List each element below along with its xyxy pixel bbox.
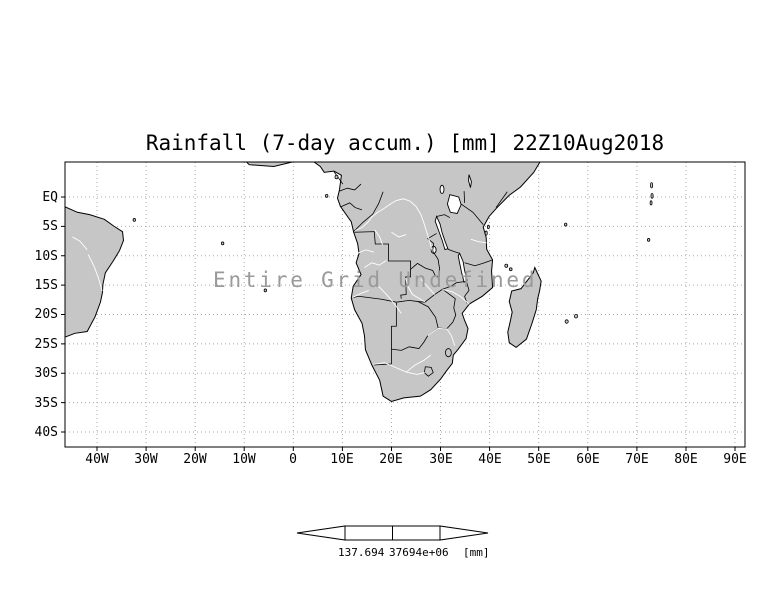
colorbar-units-label: [mm]	[463, 546, 490, 559]
plot-title: Rainfall (7-day accum.) [mm] 22Z10Aug201…	[145, 131, 665, 155]
colorbar-right-arrow	[439, 525, 489, 541]
lake-albert	[440, 185, 444, 193]
x-axis-label-40e: 40E	[478, 452, 502, 467]
axis-tick-marks	[61, 196, 736, 451]
island-sao-tome	[325, 194, 327, 197]
map-frame	[64, 161, 746, 448]
island-maldives-3	[650, 201, 652, 205]
island-chagos	[647, 238, 649, 241]
y-axis-label-eq: EQ	[42, 190, 58, 205]
y-axis-label-5s: 5S	[42, 219, 58, 234]
madagascar-landmass	[508, 268, 541, 348]
x-axis-label-30w: 30W	[134, 452, 158, 467]
y-axis-label-30s: 30S	[34, 366, 58, 381]
lake-malawi	[458, 253, 467, 282]
africa-landmass	[230, 162, 564, 401]
colorbar-segment-2	[392, 525, 441, 541]
island-pemba	[487, 225, 489, 229]
colorbar-segment-1	[344, 525, 393, 541]
island-st-helena	[264, 289, 266, 292]
x-axis-label-0: 0	[289, 452, 297, 467]
island-maldives-1	[650, 183, 652, 188]
x-axis-label-30e: 30E	[429, 452, 453, 467]
island-mauritius	[574, 315, 577, 319]
lakes	[431, 175, 471, 283]
colorbar-tick-label-1: 137.694	[338, 546, 385, 559]
lake-turkana	[469, 175, 472, 188]
colorbar-left-arrow	[296, 525, 346, 541]
y-axis-label-40s: 40S	[34, 425, 58, 440]
map-layer	[65, 162, 653, 401]
island-maldives-2	[651, 193, 653, 198]
x-axis-label-70e: 70E	[625, 452, 649, 467]
y-axis-label-25s: 25S	[34, 337, 58, 352]
island-seychelles	[564, 223, 566, 226]
lake-victoria	[447, 195, 461, 214]
y-axis-label-15s: 15S	[34, 278, 58, 293]
map-svg	[61, 161, 746, 451]
island-bioko	[335, 175, 338, 179]
x-axis-label-40w: 40W	[85, 452, 109, 467]
island-noronha	[133, 218, 135, 221]
colorbar-tick-label-2: 37694e+06	[389, 546, 449, 559]
x-axis-label-20w: 20W	[183, 452, 207, 467]
x-axis-label-50e: 50E	[527, 452, 551, 467]
islands	[133, 175, 653, 323]
x-axis-label-60e: 60E	[576, 452, 600, 467]
x-axis-label-20e: 20E	[379, 452, 403, 467]
island-comoros-2	[509, 268, 512, 271]
colorbar	[296, 525, 489, 541]
island-zanzibar	[485, 231, 487, 235]
y-axis-label-10s: 10S	[34, 249, 58, 264]
x-axis-label-90e: 90E	[723, 452, 747, 467]
x-axis-label-10e: 10E	[330, 452, 354, 467]
rivers	[72, 199, 486, 375]
island-ascension	[221, 242, 223, 245]
undefined-grid-label: Entire Grid Undefined	[213, 268, 538, 292]
x-axis-label-80e: 80E	[674, 452, 698, 467]
y-axis-label-20s: 20S	[34, 307, 58, 322]
island-comoros	[505, 264, 508, 267]
lake-tanganyika	[435, 216, 448, 249]
south-america-landmass	[65, 206, 124, 338]
y-axis-label-35s: 35S	[34, 396, 58, 411]
x-axis-label-10w: 10W	[232, 452, 256, 467]
island-reunion	[565, 320, 568, 324]
